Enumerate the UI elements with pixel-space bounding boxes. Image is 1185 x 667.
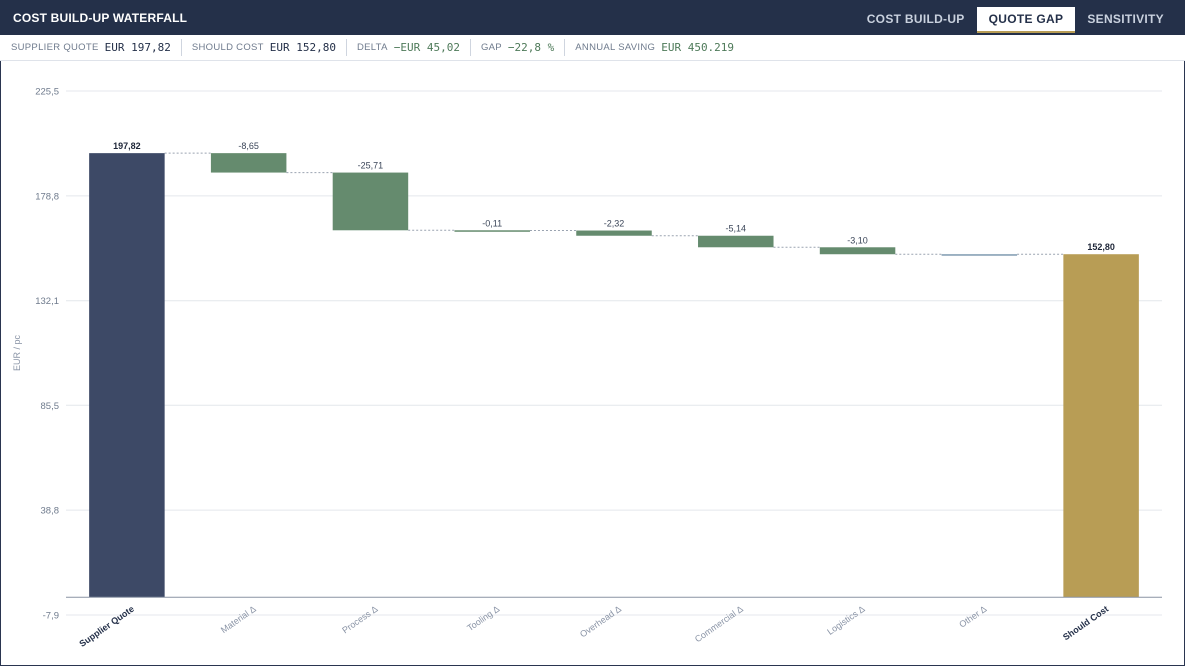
kpi-annual-saving: ANNUAL SAVING EUR 450.219 [575,39,744,56]
kpi-label: SHOULD COST [191,42,264,53]
data-label: -2,32 [604,219,625,229]
waterfall-bar [819,247,896,255]
y-tick-label: 178,8 [35,191,59,202]
data-label: -0,11 [482,218,502,228]
x-category-label: Commercial Δ [693,604,745,645]
kpi-gap: GAP −22,8 % [480,39,566,56]
kpi-supplier-quote: SUPPLIER QUOTE EUR 197,82 [11,39,182,56]
waterfall-chart: 225,5 178,8 132,1 85,5 38,8 -7,9 EUR / pc 197… [12,87,1162,649]
x-category-label: Process Δ [340,604,379,636]
data-labels: 197,82 -8,65 -25,71 -0,11 -2,32 -5,14 -3,10 152… [113,141,1115,252]
x-category-label: Other Δ [957,604,988,630]
data-label: 197,82 [113,141,141,151]
kpi-label: ANNUAL SAVING [575,42,656,53]
y-tick-label: -7,9 [43,611,59,622]
y-axis-label: EUR / pc [12,334,22,371]
kpi-label: GAP [480,42,502,53]
kpi-value: −EUR 45,02 [393,41,460,54]
tab-quote-gap[interactable]: QUOTE GAP [976,7,1076,33]
view-tabs: COST BUILD-UP QUOTE GAP SENSITIVITY [855,7,1176,33]
x-category-label: Tooling Δ [465,604,501,633]
waterfall-bar [332,172,409,231]
data-label: -8,65 [238,141,259,151]
kpi-value: EUR 152,80 [269,41,336,54]
header-bar: COST BUILD-UP WATERFALL COST BUILD-UP QU… [0,0,1185,35]
x-category-label: Material Δ [219,604,258,635]
waterfall-bar [89,153,165,598]
x-category-label: Overhead Δ [578,604,623,640]
kpi-delta: DELTA −EUR 45,02 [357,39,471,56]
data-label: -3,10 [847,235,868,245]
bars [89,153,1139,598]
waterfall-bar [1063,254,1139,598]
page-title: COST BUILD-UP WATERFALL [13,11,188,25]
kpi-bar: SUPPLIER QUOTE EUR 197,82 SHOULD COST EU… [0,35,1185,61]
connector-lines [164,152,1064,255]
y-tick-label: 132,1 [35,296,59,307]
waterfall-bar [941,254,1018,256]
tab-sensitivity[interactable]: SENSITIVITY [1087,12,1164,26]
kpi-value: −22,8 % [507,41,555,54]
kpi-label: SUPPLIER QUOTE [11,42,99,53]
grid-lines [66,90,1162,616]
waterfall-bar [698,235,774,248]
data-label: -25,71 [358,161,384,171]
data-label: 152,80 [1087,242,1115,252]
waterfall-bar [576,230,652,236]
kpi-value: EUR 197,82 [104,41,171,54]
x-category-label: Should Cost [1061,604,1110,643]
waterfall-bar [210,153,287,173]
tab-cost-build-up[interactable]: COST BUILD-UP [866,12,965,26]
x-category-label: Logistics Δ [825,604,866,637]
y-tick-label: 38,8 [41,506,60,517]
kpi-should-cost: SHOULD COST EUR 152,80 [192,39,347,56]
y-axis-ticks: 225,5 178,8 132,1 85,5 38,8 -7,9 [35,87,59,622]
y-tick-label: 85,5 [41,401,60,412]
x-category-label: Supplier Quote [77,604,136,649]
y-tick-label: 225,5 [35,87,59,98]
kpi-label: DELTA [357,42,388,53]
kpi-value: EUR 450.219 [661,41,735,54]
waterfall-bar [454,230,530,232]
x-axis-categories: Supplier Quote Material Δ Process Δ Tooling… [77,604,1110,649]
data-label: -5,14 [726,224,747,234]
